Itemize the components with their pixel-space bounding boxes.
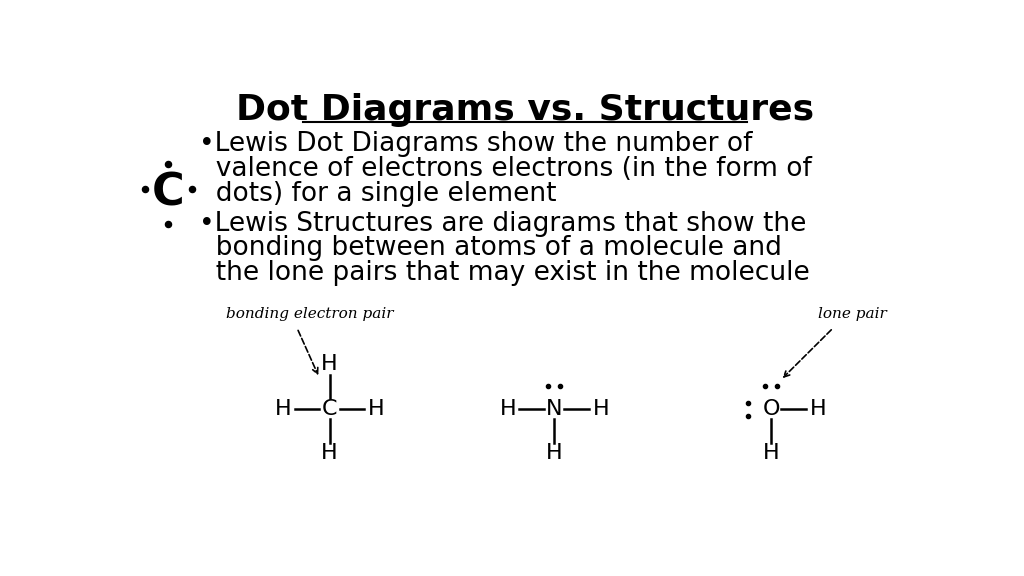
Text: valence of electrons electrons (in the form of: valence of electrons electrons (in the f… (200, 156, 812, 182)
Text: H: H (593, 399, 609, 419)
Text: H: H (763, 444, 779, 463)
Text: H: H (809, 399, 826, 419)
Text: •Lewis Structures are diagrams that show the: •Lewis Structures are diagrams that show… (200, 211, 807, 237)
Text: H: H (274, 399, 291, 419)
Text: H: H (368, 399, 384, 419)
Text: lone pair: lone pair (818, 307, 887, 321)
Text: bonding between atoms of a molecule and: bonding between atoms of a molecule and (200, 236, 782, 262)
Text: H: H (322, 444, 338, 463)
Text: O: O (763, 399, 780, 419)
Text: N: N (546, 399, 562, 419)
Text: dots) for a single element: dots) for a single element (200, 181, 557, 207)
Text: C: C (152, 172, 184, 215)
Text: Dot Diagrams vs. Structures: Dot Diagrams vs. Structures (236, 93, 814, 127)
Text: H: H (322, 354, 338, 374)
Text: the lone pairs that may exist in the molecule: the lone pairs that may exist in the mol… (200, 260, 810, 286)
Text: H: H (500, 399, 516, 419)
Text: H: H (546, 444, 562, 463)
Text: •Lewis Dot Diagrams show the number of: •Lewis Dot Diagrams show the number of (200, 131, 753, 157)
Text: bonding electron pair: bonding electron pair (226, 307, 394, 321)
Text: C: C (322, 399, 337, 419)
